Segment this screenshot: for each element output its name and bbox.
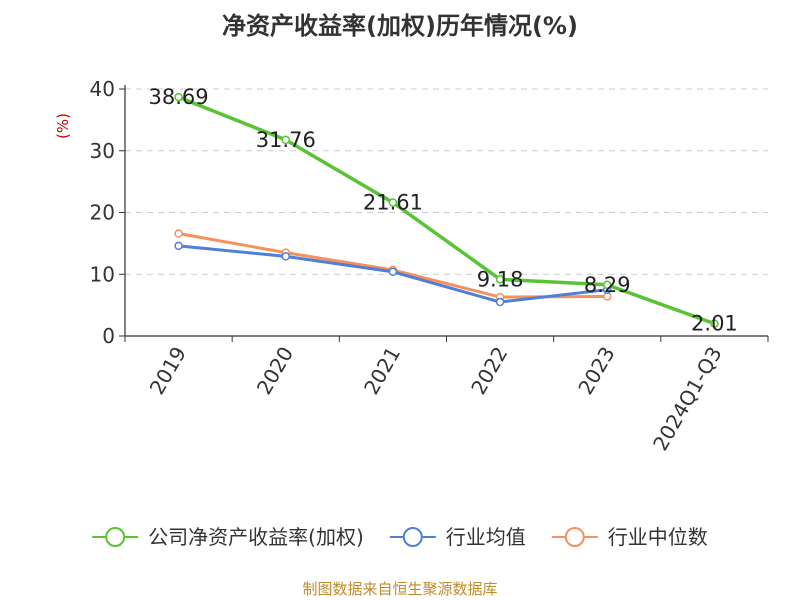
legend-label: 行业均值 [446, 525, 526, 549]
axes: 0 10 20 30 40 2019 2020 2021 2022 2023 2024Q1-Q3 [90, 77, 769, 455]
data-point [603, 280, 612, 290]
series-group [174, 92, 719, 328]
data-label: 9.18 [477, 267, 524, 291]
data-label: 31.76 [256, 128, 316, 152]
legend-swatch-marker [402, 527, 423, 547]
data-point [281, 135, 290, 145]
x-tick-label: 2019 [145, 343, 191, 399]
x-tick-label: 2020 [252, 343, 298, 399]
data-point [495, 275, 505, 284]
grid-lines [125, 88, 768, 275]
y-tick-label: 0 [102, 324, 115, 348]
data-labels: 38.69 31.76 21.61 9.18 8.29 2.01 [149, 85, 738, 335]
series-line [178, 232, 608, 299]
data-point [495, 297, 505, 307]
legend-swatch-marker [105, 527, 126, 547]
data-label: 2.01 [691, 312, 738, 336]
y-tick-label: 10 [90, 262, 115, 286]
data-point [388, 267, 398, 277]
y-tick-label: 40 [90, 77, 115, 101]
x-tick-label: 2023 [573, 343, 619, 399]
legend-label: 行业中位数 [608, 525, 708, 549]
legend-label: 公司净资产收益率(加权) [148, 525, 364, 549]
y-tick-label: 30 [90, 139, 115, 163]
y-axis-label: (%) [54, 113, 72, 139]
data-label: 21.61 [363, 191, 423, 215]
data-point [281, 252, 290, 261]
data-point [710, 319, 719, 328]
data-label: 8.29 [584, 273, 631, 297]
x-tick-label: 2022 [466, 343, 512, 399]
chart-title: 净资产收益率(加权)历年情况(%) [222, 12, 578, 40]
legend-swatch-marker [564, 527, 585, 547]
series-line [177, 95, 716, 326]
x-tick-label: 2021 [359, 343, 405, 399]
data-point [174, 241, 183, 251]
y-tick-label: 20 [90, 201, 115, 225]
data-point [388, 198, 398, 207]
legend: 公司净资产收益率(加权) 行业均值 行业中位数 [92, 525, 708, 549]
data-point [174, 92, 183, 102]
data-point [174, 229, 183, 238]
source-note: 制图数据来自恒生聚源数据库 [302, 580, 498, 598]
x-tick-label: 2024Q1-Q3 [648, 343, 727, 455]
data-label: 38.69 [149, 85, 209, 109]
